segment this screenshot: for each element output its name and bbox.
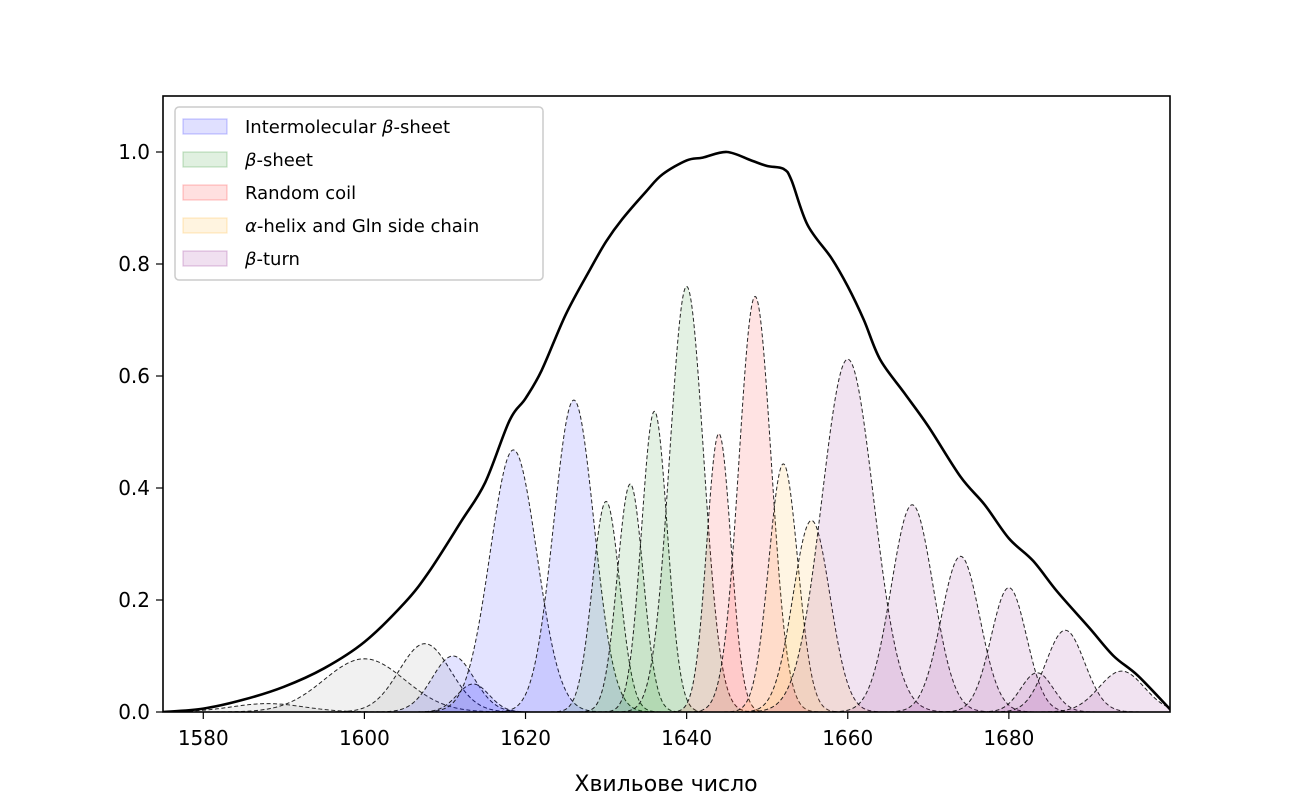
component-band-sheet-7 <box>537 501 675 712</box>
legend-swatch-inter <box>182 118 228 135</box>
component-band-coil-12 <box>674 296 836 712</box>
component-band-helix-13 <box>710 463 856 712</box>
component-band-inter-3 <box>348 656 558 712</box>
total-spectrum <box>163 150 1170 712</box>
component-outline-13 <box>710 463 856 712</box>
component-band-other-0 <box>163 703 449 712</box>
legend-label-inter: Intermolecular β-sheet <box>245 117 450 138</box>
x-tick-label: 1620 <box>500 726 551 750</box>
legend-frame <box>174 106 544 281</box>
x-tick-label: 1680 <box>983 726 1034 750</box>
legend-label-coil: Random coil <box>245 183 356 204</box>
y-tick-label: 1.0 <box>118 140 150 164</box>
x-axis-label: Хвильове число <box>574 772 757 797</box>
component-outline-15 <box>718 358 977 712</box>
component-band-inter-6 <box>473 400 675 712</box>
component-outline-12 <box>674 295 836 712</box>
x-tick-label: 1600 <box>339 726 390 750</box>
component-band-inter-5 <box>396 449 631 712</box>
component-band-turn-17 <box>863 556 1058 712</box>
component-outline-8 <box>565 483 695 712</box>
component-outline-5 <box>396 449 631 712</box>
component-outline-10 <box>602 285 772 712</box>
x-axis: 1580 1600 1620 1640 1660 1680 <box>178 712 1034 750</box>
component-outline-9 <box>589 410 719 712</box>
component-outline-0 <box>163 703 449 712</box>
total-spectrum-line <box>163 150 1170 712</box>
y-tick-label: 0.8 <box>118 252 150 276</box>
component-outline-7 <box>537 500 675 712</box>
legend-label-sheet: β-sheet <box>244 150 313 171</box>
legend-swatch-coil <box>182 184 228 201</box>
x-tick-label: 1580 <box>178 726 229 750</box>
y-tick-label: 0.2 <box>118 588 150 612</box>
x-tick-label: 1640 <box>661 726 712 750</box>
component-band-turn-18 <box>920 587 1098 712</box>
component-band-turn-19 <box>956 672 1118 712</box>
legend-label-helix: α-helix and Gln side chain <box>245 216 479 237</box>
legend-swatch-sheet <box>182 151 228 168</box>
component-band-helix-14 <box>718 520 905 712</box>
component-band-turn-21 <box>1008 671 1170 712</box>
component-band-turn-16 <box>807 504 1017 712</box>
component-band-coil-11 <box>658 433 780 712</box>
legend-label-turn: β-turn <box>244 249 300 270</box>
y-axis: 0.0 0.2 0.4 0.6 0.8 1.0 <box>118 140 163 724</box>
component-band-inter-4 <box>392 684 554 712</box>
plot-frame <box>162 95 1171 713</box>
y-tick-label: 0.6 <box>118 364 150 388</box>
component-band-sheet-9 <box>589 411 719 712</box>
component-bands <box>163 285 1170 712</box>
component-band-sheet-10 <box>602 286 772 712</box>
component-outline-6 <box>473 399 675 712</box>
component-band-turn-15 <box>718 359 977 712</box>
component-band-sheet-8 <box>565 484 695 712</box>
component-band-other-1 <box>163 658 566 712</box>
component-band-other-2 <box>295 643 554 712</box>
y-tick-label: 0.0 <box>118 700 150 724</box>
legend-swatch-helix <box>182 217 228 234</box>
legend-swatch-turn <box>182 250 228 267</box>
y-tick-label: 0.4 <box>118 476 150 500</box>
legend: Intermolecular β-sheet β-sheet Random coil… <box>174 106 544 281</box>
component-band-turn-20 <box>968 630 1162 712</box>
x-tick-label: 1660 <box>822 726 873 750</box>
